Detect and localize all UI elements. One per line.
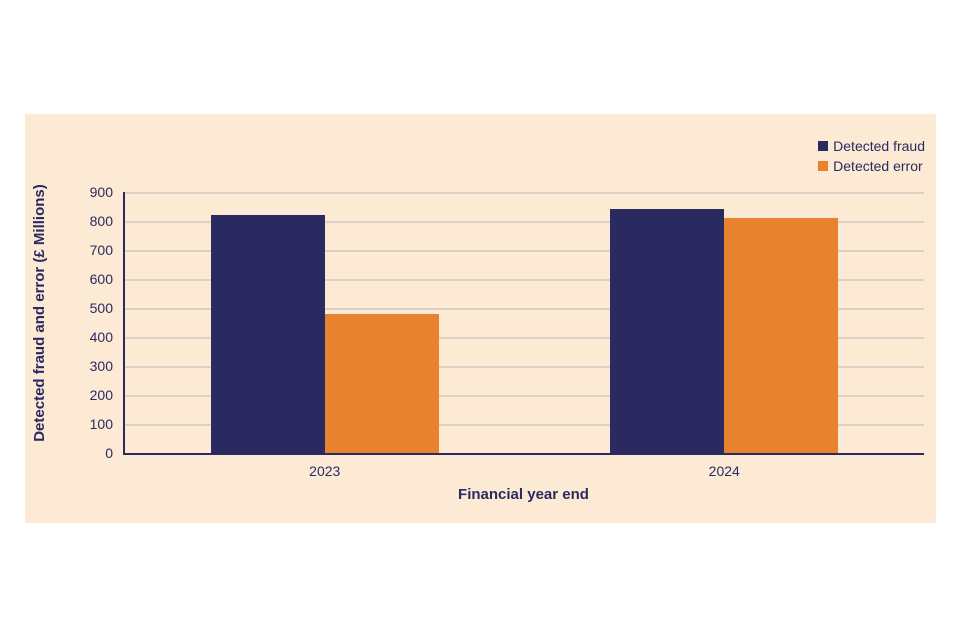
y-tick-label-400: 400 — [89, 329, 113, 345]
bar-detected-fraud-2023 — [210, 215, 325, 453]
gridline-300 — [125, 366, 924, 368]
legend-label-detected-fraud: Detected fraud — [833, 138, 925, 154]
legend-swatch-detected-error — [818, 161, 829, 171]
gridline-100 — [125, 424, 924, 426]
x-tick-label-2023: 2023 — [309, 463, 341, 479]
y-tick-label-500: 500 — [89, 300, 113, 316]
chart-legend: Detected fraud Detected error — [818, 136, 925, 176]
gridline-400 — [125, 337, 924, 339]
y-axis-title: Detected fraud and error (£ Millions) — [31, 184, 48, 442]
gridline-700 — [125, 250, 924, 252]
y-tick-label-100: 100 — [89, 416, 113, 432]
gridline-900 — [125, 192, 924, 194]
y-tick-label-200: 200 — [89, 387, 113, 403]
y-tick-label-900: 900 — [89, 184, 113, 200]
gridline-800 — [125, 221, 924, 223]
gridline-200 — [125, 395, 924, 397]
legend-swatch-detected-fraud — [818, 141, 829, 151]
legend-item-detected-fraud: Detected fraud — [818, 136, 925, 156]
bar-detected-error-2024 — [724, 218, 839, 453]
y-tick-label-600: 600 — [89, 271, 113, 287]
y-tick-label-700: 700 — [89, 242, 113, 258]
plot-area — [123, 192, 924, 455]
y-tick-label-300: 300 — [89, 358, 113, 374]
legend-label-detected-error: Detected error — [833, 158, 923, 174]
bar-detected-error-2023 — [324, 313, 439, 453]
y-tick-label-800: 800 — [89, 213, 113, 229]
legend-item-detected-error: Detected error — [818, 156, 925, 176]
y-tick-label-0: 0 — [105, 445, 113, 461]
chart-panel: Detected fraud Detected error 0 100 200 300… — [25, 114, 936, 523]
x-axis-title: Financial year end — [458, 486, 589, 503]
gridline-600 — [125, 279, 924, 281]
bar-detected-fraud-2024 — [610, 209, 725, 453]
x-tick-label-2024: 2024 — [708, 463, 740, 479]
gridline-500 — [125, 308, 924, 310]
